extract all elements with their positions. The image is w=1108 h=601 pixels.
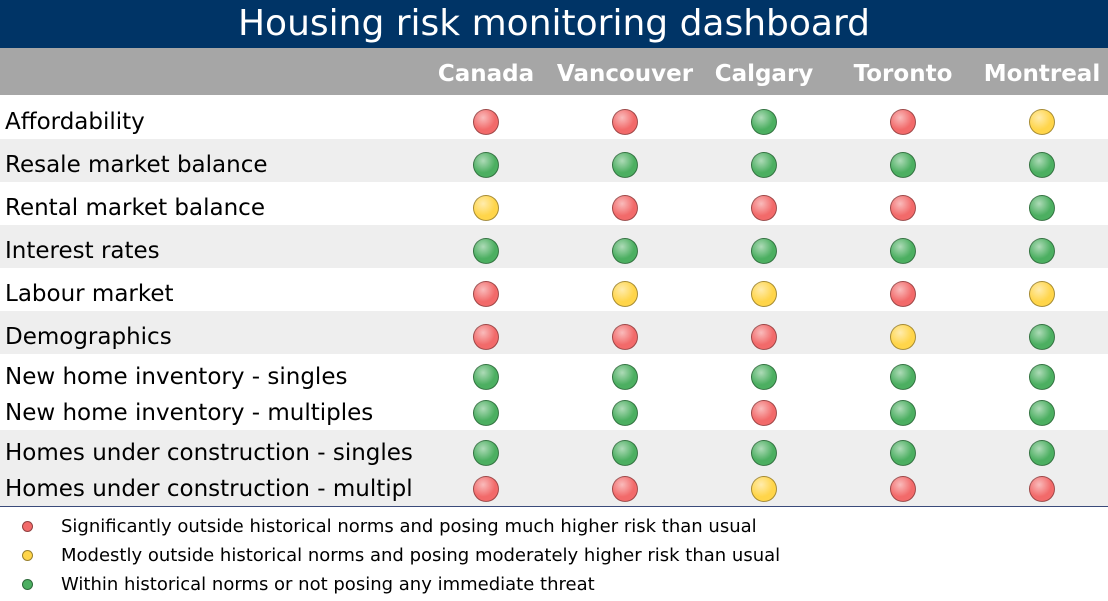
status-dot-green: [612, 152, 638, 178]
row-label: Interest rates: [5, 238, 160, 264]
status-dot-green: [890, 440, 916, 466]
status-dot-green: [1029, 364, 1055, 390]
status-dot-red: [473, 476, 499, 502]
status-dot-green: [890, 364, 916, 390]
legend-text: Within historical norms or not posing an…: [61, 574, 595, 595]
legend-dot-yellow: [22, 550, 33, 561]
status-dot-red: [612, 324, 638, 350]
status-dot-green: [1029, 238, 1055, 264]
status-dot-yellow: [1029, 281, 1055, 307]
status-dot-green: [612, 400, 638, 426]
status-dot-red: [473, 281, 499, 307]
dashboard-title: Housing risk monitoring dashboard: [0, 0, 1108, 48]
column-header-calgary: Calgary: [714, 61, 814, 87]
row-label: Affordability: [5, 109, 145, 135]
legend-dot-green: [22, 579, 33, 590]
column-header-montreal: Montreal: [983, 61, 1101, 87]
status-dot-red: [1029, 476, 1055, 502]
status-dot-green: [612, 364, 638, 390]
status-dot-yellow: [612, 281, 638, 307]
status-dot-yellow: [751, 476, 777, 502]
row-label: Resale market balance: [5, 152, 268, 178]
row-band: [0, 139, 1108, 182]
status-dot-red: [612, 109, 638, 135]
row-band: [0, 225, 1108, 268]
status-dot-green: [751, 109, 777, 135]
row-label: Homes under construction - multipl: [5, 476, 413, 502]
column-header-canada: Canada: [437, 61, 535, 87]
status-dot-green: [1029, 195, 1055, 221]
status-dot-green: [1029, 440, 1055, 466]
row-label: Rental market balance: [5, 195, 265, 221]
row-label: New home inventory - multiples: [5, 400, 374, 426]
row-label: Homes under construction - singles: [5, 440, 413, 466]
status-dot-green: [751, 238, 777, 264]
status-dot-green: [751, 152, 777, 178]
status-dot-green: [473, 440, 499, 466]
status-dot-red: [890, 281, 916, 307]
status-dot-green: [890, 152, 916, 178]
status-dot-red: [612, 195, 638, 221]
status-dot-green: [1029, 152, 1055, 178]
status-dot-red: [890, 195, 916, 221]
row-band: [0, 311, 1108, 354]
status-dot-green: [751, 440, 777, 466]
legend-text: Modestly outside historical norms and po…: [61, 545, 781, 566]
status-dot-red: [751, 195, 777, 221]
status-dot-red: [473, 109, 499, 135]
row-band: [0, 430, 1108, 506]
status-dot-green: [1029, 400, 1055, 426]
status-dot-red: [612, 476, 638, 502]
status-dot-red: [751, 400, 777, 426]
status-dot-green: [473, 364, 499, 390]
status-dot-green: [751, 364, 777, 390]
status-dot-red: [890, 109, 916, 135]
status-dot-yellow: [1029, 109, 1055, 135]
column-header-bar: Canada Vancouver Calgary Toronto Montreal: [0, 48, 1108, 95]
row-label: Labour market: [5, 281, 174, 307]
legend-item-green: Within historical norms or not posing an…: [0, 573, 1108, 597]
status-dot-red: [890, 476, 916, 502]
status-dot-yellow: [751, 281, 777, 307]
legend-item-yellow: Modestly outside historical norms and po…: [0, 544, 1108, 568]
status-dot-red: [473, 324, 499, 350]
status-dot-green: [890, 400, 916, 426]
column-header-toronto: Toronto: [853, 61, 953, 87]
status-dot-green: [473, 400, 499, 426]
status-dot-red: [751, 324, 777, 350]
row-label: Demographics: [5, 324, 172, 350]
status-dot-green: [1029, 324, 1055, 350]
status-dot-green: [473, 238, 499, 264]
legend-dot-red: [22, 521, 33, 532]
status-dot-green: [612, 440, 638, 466]
legend-divider: [0, 506, 1108, 507]
status-dot-green: [612, 238, 638, 264]
row-label: New home inventory - singles: [5, 364, 348, 390]
status-dot-yellow: [890, 324, 916, 350]
column-header-vancouver: Vancouver: [556, 61, 694, 87]
status-dot-green: [473, 152, 499, 178]
status-dot-yellow: [473, 195, 499, 221]
legend-item-red: Significantly outside historical norms a…: [0, 515, 1108, 539]
status-dot-green: [890, 238, 916, 264]
legend-text: Significantly outside historical norms a…: [61, 516, 757, 537]
